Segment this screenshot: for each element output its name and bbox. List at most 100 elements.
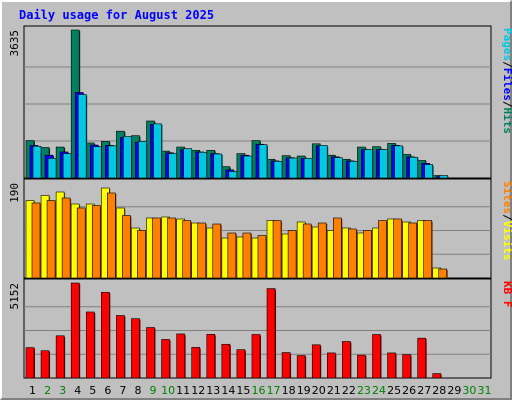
bar-pages-day-11 <box>183 148 193 179</box>
bar-fill <box>107 192 116 279</box>
bar-fill <box>85 311 95 379</box>
y-max-label: 3635 <box>8 30 21 57</box>
bar-pages-day-4 <box>77 94 88 179</box>
bar-sites-day-20 <box>317 222 328 279</box>
bar-kb-f-day-11 <box>176 333 186 379</box>
bar-fill <box>122 215 131 279</box>
bar-fill <box>348 228 357 279</box>
bar-fill <box>296 355 306 379</box>
bar-fill <box>191 347 201 379</box>
bar-sites-day-9 <box>152 217 162 279</box>
bar-fill <box>302 223 312 279</box>
bar-kb-f-day-8 <box>131 318 141 379</box>
x-tick-label: 1 <box>29 384 36 397</box>
bar-fill <box>432 373 442 379</box>
bar-sites-day-13 <box>212 223 222 279</box>
bar-fill <box>40 350 50 379</box>
bar-sites-day-7 <box>122 215 132 279</box>
legend-part: Files <box>501 68 512 101</box>
bar-fill <box>55 335 65 379</box>
bar-pages-day-15 <box>243 155 253 179</box>
bar-fill <box>168 153 177 179</box>
bar-fill <box>281 352 291 379</box>
bar-kb-f-day-5 <box>85 311 96 379</box>
bar-fill <box>161 339 170 379</box>
bar-fill <box>46 200 56 279</box>
legend-part: Sites <box>501 181 512 214</box>
bar-fill <box>108 145 117 179</box>
bar-fill <box>439 175 449 179</box>
bar-sites-day-12 <box>197 222 207 279</box>
bar-fill <box>424 164 433 179</box>
bar-fill <box>146 327 155 379</box>
bar-fill <box>273 161 283 179</box>
bar-sites-day-21 <box>332 217 343 279</box>
panel-visits-sites: 190 Sites/Visits <box>8 178 512 279</box>
bar-fill <box>227 232 237 279</box>
bar-sites-day-15 <box>242 232 252 279</box>
bar-pages-day-12 <box>198 152 208 179</box>
bar-kb-f-day-24 <box>372 334 382 379</box>
y-max-label: 190 <box>8 183 21 203</box>
bar-pages-day-26 <box>409 156 419 179</box>
bar-fill <box>363 230 372 279</box>
bar-fill <box>364 149 373 179</box>
right-legend-hits-files-pages: Pages/Files/Hits <box>501 28 512 134</box>
bar-pages-day-13 <box>213 153 223 179</box>
bar-kb-f-day-4 <box>70 282 81 379</box>
bar-kb-f-day-19 <box>296 355 307 379</box>
x-tick-label: 17 <box>267 384 281 397</box>
x-tick-label: 29 <box>447 384 461 397</box>
bar-fill <box>357 354 366 379</box>
bar-sites-day-18 <box>287 230 298 279</box>
legend-part: Visits <box>501 221 512 261</box>
bar-fill <box>333 157 343 179</box>
bar-fill <box>123 136 132 179</box>
x-tick-label: 11 <box>176 384 190 397</box>
bar-fill <box>258 144 268 179</box>
chart-panels: 3635 Pages/Files/Hits 190 Sites/Visits 5152K… <box>8 25 512 379</box>
panel-kbytes: 5152 KB F <box>8 278 512 379</box>
bar-pages-day-3 <box>62 153 73 179</box>
bar-kb-f-day-15 <box>236 349 246 379</box>
bar-kb-f-day-22 <box>342 341 352 379</box>
bar-pages-day-17 <box>273 161 284 179</box>
panel-hits-files-pages: 3635 Pages/Files/Hits <box>8 25 512 179</box>
bar-fill <box>167 217 176 279</box>
bar-sites-day-3 <box>61 197 72 279</box>
bar-sites-day-27 <box>423 220 433 279</box>
legend-part: / <box>501 214 512 221</box>
bar-kb-f-day-14 <box>221 343 231 379</box>
x-tick-label: 25 <box>387 384 401 397</box>
x-tick-label: 13 <box>206 384 220 397</box>
bar-pages-day-18 <box>288 157 299 179</box>
bar-fill <box>32 145 42 179</box>
bar-sites-day-22 <box>348 228 358 279</box>
bar-fill <box>213 153 223 179</box>
bar-fill <box>131 318 140 379</box>
bar-fill <box>349 161 358 179</box>
bar-fill <box>438 268 448 279</box>
x-tick-label: 6 <box>104 384 111 397</box>
bar-sites-day-4 <box>76 207 87 279</box>
bar-kb-f-day-18 <box>281 352 292 379</box>
bar-kb-f-day-28 <box>432 373 442 379</box>
bar-kb-f-day-3 <box>55 335 66 379</box>
bar-pages-day-20 <box>318 145 329 179</box>
bar-fill <box>272 220 282 279</box>
legend-part: KB F <box>501 281 512 308</box>
bar-fill <box>116 315 125 379</box>
bar-pages-day-23 <box>364 149 374 179</box>
bar-sites-day-17 <box>272 220 283 279</box>
bar-kb-f-day-26 <box>402 354 412 379</box>
bar-fill <box>332 217 342 279</box>
x-tick-label: 21 <box>327 384 341 397</box>
bar-kb-f-day-10 <box>161 339 171 379</box>
bar-kb-f-day-13 <box>206 333 216 379</box>
bar-fill <box>379 149 388 179</box>
right-legend-visits-sites: Sites/Visits <box>501 181 512 261</box>
bar-pages-day-10 <box>168 153 178 179</box>
bar-kb-f-day-7 <box>116 315 126 379</box>
